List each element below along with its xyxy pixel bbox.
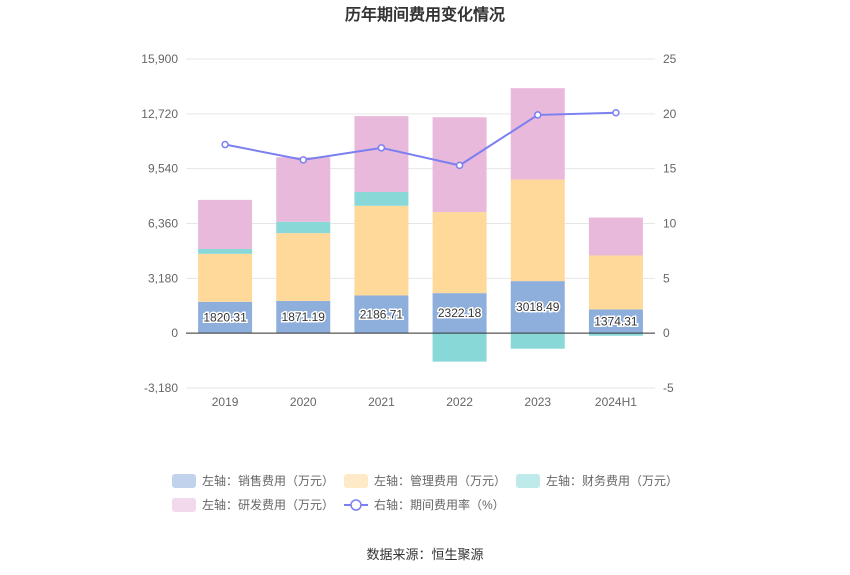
bar-segment-1-2020 [276,233,331,301]
bar-segment-0-2024H1 [588,309,643,334]
bar-segment-0-2019 [198,301,253,334]
x-axis-tick: 2024H1 [595,395,637,409]
bar-segment-3-2020 [276,157,331,222]
data-label: 1374.31 [594,314,638,328]
rate-point [612,108,620,117]
bar-segment-1-2022 [432,212,487,294]
x-axis-tick: 2019 [212,395,239,409]
bar-segment-1-2019 [198,253,253,302]
rate-line-path [224,111,616,167]
left-axis-tick: 15,900 [141,52,178,66]
right-axis-tick: 5 [663,271,670,285]
rate-line [221,108,620,170]
left-axis-tick: 12,720 [141,107,178,121]
rate-point [534,111,542,119]
legend-label: 左轴：管理费用（万元） [374,473,506,488]
legend-label: 左轴：销售费用（万元） [202,473,334,488]
legend-swatch [350,499,362,511]
right-axis-tick: 15 [663,162,677,176]
legend-swatch [344,474,368,488]
left-axis-tick: 9,540 [148,162,178,176]
legend-label: 右轴：期间费用率（%） [374,497,505,512]
x-axis-tick: 2020 [290,395,317,409]
bar-segment-1-2024H1 [588,255,643,310]
bar-segment-2-2022 [432,333,487,362]
bar-segment-0-2023 [510,281,565,334]
bar-segment-3-2024H1 [588,217,643,256]
x-axis-tick: 2022 [446,395,473,409]
right-axis-tick: -5 [663,381,674,395]
legend-label: 左轴：财务费用（万元） [546,473,678,488]
right-axis-tick: 25 [663,52,677,66]
rate-point [221,140,229,149]
rate-point [377,144,386,152]
legend: 左轴：销售费用（万元） 左轴：管理费用（万元） 左轴：财务费用（万元） 左轴：研发费用… [172,473,678,512]
data-label: 1871.19 [282,310,326,324]
bar-segment-3-2023 [510,88,565,180]
rate-point [455,161,464,170]
bars [198,88,643,362]
legend-label: 左轴：研发费用（万元） [202,497,334,512]
bar-segment-2-2021 [354,192,409,206]
bar-segment-0-2021 [354,295,409,334]
chart-title: 历年期间费用变化情况 [345,5,505,24]
right-axis-tick: 20 [663,107,677,121]
left-axis-tick: 6,360 [148,217,178,231]
legend-swatch [516,474,540,488]
bar-segment-1-2023 [510,179,565,282]
left-axis-tick: 3,180 [148,271,178,285]
left-axis-tick: 0 [171,326,178,340]
x-axis-tick: 2023 [524,395,551,409]
data-labels: 1820.31 1871.19 2186.71 2322.18 3018.49 1374.… [202,299,640,330]
bar-segment-3-2021 [354,116,409,193]
bar-segment-0-2022 [432,293,487,334]
bar-segment-2-2024H1 [588,333,643,336]
x-axis-tick: 2021 [368,395,395,409]
bar-segment-3-2019 [198,199,253,250]
bar-segment-0-2020 [276,300,331,334]
bar-segment-2-2019 [198,249,253,254]
legend-swatch [172,474,196,488]
right-axis-tick: 10 [663,217,677,231]
axes: 15,900 25 12,720 20 9,540 15 6,360 10 3,180 5 0 0 -3… [141,52,676,409]
data-label: 3018.49 [516,300,560,314]
data-label: 1820.31 [203,310,247,324]
source-label: 数据来源：恒生聚源 [366,547,483,562]
left-axis-tick: -3,180 [144,381,178,395]
bar-segment-2-2023 [510,333,565,349]
data-label: 2322.18 [438,306,482,320]
right-axis-tick: 0 [663,326,670,340]
grid [186,58,655,389]
rate-point [299,156,307,164]
bar-segment-2-2020 [276,221,331,234]
data-label: 2186.71 [360,307,404,321]
bar-segment-1-2021 [354,205,409,296]
legend-swatch [172,498,196,512]
